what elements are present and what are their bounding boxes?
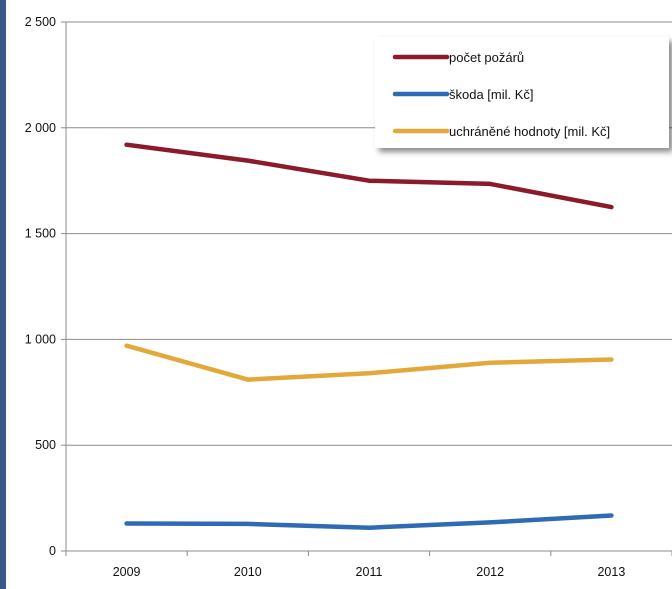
legend-label: počet požárů	[449, 50, 524, 65]
y-tick-label: 1 000	[25, 332, 56, 346]
data-point	[124, 343, 129, 348]
data-point	[609, 513, 614, 518]
x-tick-label: 2010	[234, 565, 262, 579]
data-point	[488, 360, 493, 365]
data-point	[367, 525, 371, 530]
x-tick-label: 2013	[597, 565, 625, 579]
data-point	[367, 371, 371, 376]
left-border-accent	[0, 0, 6, 589]
data-point	[124, 142, 129, 147]
axes	[65, 22, 672, 552]
y-tick-label: 500	[35, 438, 56, 452]
data-point	[245, 158, 250, 163]
data-point	[245, 377, 250, 382]
series-line-1	[124, 142, 614, 210]
data-point	[609, 205, 614, 210]
y-tick-label: 2 500	[25, 15, 56, 29]
x-axis-ticks: 2009 2010 2011 2012 2013	[65, 551, 672, 579]
x-tick-label: 2011	[356, 565, 383, 579]
legend-label: uchráněné hodnoty [mil. Kč]	[449, 124, 610, 139]
data-point	[124, 521, 129, 526]
legend-label: škoda [mil. Kč]	[449, 87, 534, 102]
data-point	[609, 357, 614, 362]
y-tick-label: 1 500	[25, 227, 56, 241]
data-point	[245, 521, 250, 526]
y-tick-label: 0	[49, 544, 56, 558]
x-tick-label: 2009	[113, 565, 141, 579]
legend: počet požárů škoda [mil. Kč] uchráněné hod…	[375, 37, 669, 148]
data-point	[488, 181, 493, 186]
y-tick-label: 2 000	[25, 121, 56, 135]
y-axis-ticks: 0 500 1 000 1 500 2 000 2 500	[25, 15, 66, 558]
x-tick-label: 2012	[476, 565, 504, 579]
data-point	[367, 178, 371, 183]
data-point	[488, 520, 493, 525]
series-lines	[124, 142, 614, 530]
